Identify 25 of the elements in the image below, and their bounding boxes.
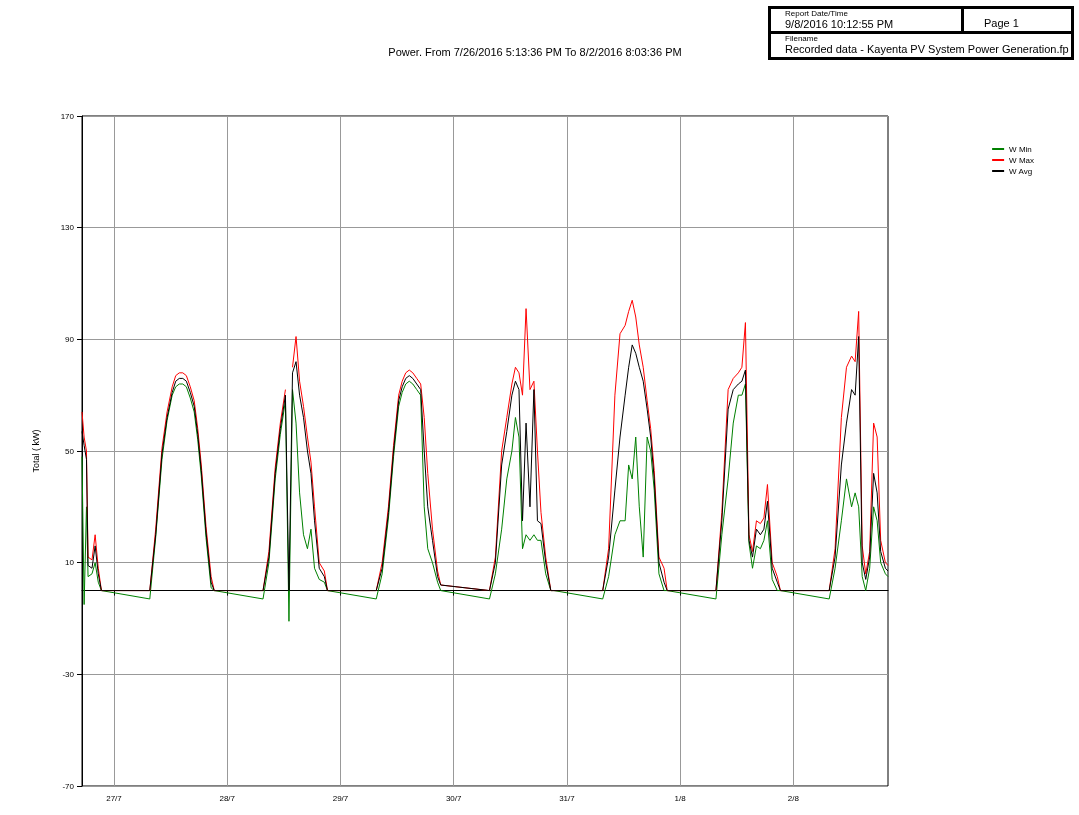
x-tick-label: 29/7 xyxy=(332,793,349,803)
text: 9/8/2016 10:12:55 PM xyxy=(785,18,895,30)
legend-label: W Max xyxy=(1009,155,1034,165)
y-tick-label: 170 xyxy=(60,111,75,121)
y-tick-label: 50 xyxy=(65,446,75,456)
text: Report Date/Time xyxy=(785,9,849,18)
line-series xyxy=(81,380,889,622)
y-tick-label: -70 xyxy=(62,781,75,791)
legend-label: W Avg xyxy=(1009,166,1033,176)
x-tick-label: 1/8 xyxy=(674,793,687,803)
text: Filename xyxy=(785,34,819,43)
x-tick-label: 28/7 xyxy=(219,793,236,803)
x-tick-label: 30/7 xyxy=(445,793,463,803)
chart-title: Power. From 7/26/2016 5:13:36 PM To 8/2/2016 8:03:36 PM xyxy=(388,45,682,58)
y-axis-title: Total ( kW) xyxy=(30,429,41,473)
y-tick-label: 90 xyxy=(65,334,75,344)
x-tick-label: 27/7 xyxy=(106,793,123,803)
legend-label: W Min xyxy=(1009,144,1032,154)
text: Recorded data - Kayenta PV System Power Generation.fp xyxy=(785,43,1070,55)
y-tick-label: 130 xyxy=(60,223,75,233)
text: Page 1 xyxy=(984,17,1020,29)
y-tick-label: 10 xyxy=(65,558,75,568)
x-tick-label: 2/8 xyxy=(787,793,800,803)
x-tick-label: 31/7 xyxy=(559,793,576,803)
y-tick-label: -30 xyxy=(62,669,75,679)
